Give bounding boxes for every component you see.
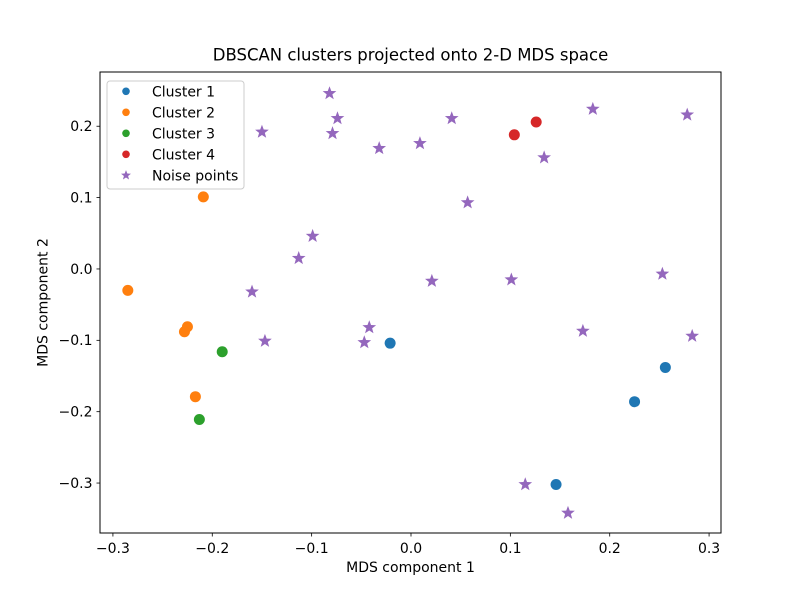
legend-box — [106, 80, 245, 190]
noise-points-point — [305, 228, 320, 242]
cluster-1-point — [384, 337, 396, 349]
legend-label-cluster-2: Cluster 2 — [152, 105, 215, 121]
legend-marker-cluster-4 — [122, 150, 130, 159]
noise-points-point — [537, 150, 551, 164]
noise-points-point — [258, 333, 272, 347]
x-tick-label: −0.3 — [96, 541, 130, 557]
cluster-2-point — [189, 391, 201, 403]
cluster-4-point — [530, 116, 542, 128]
noise-points-point — [357, 335, 372, 349]
cluster-3-point — [216, 346, 228, 358]
noise-points-point — [245, 284, 259, 298]
legend-marker-cluster-3 — [122, 129, 130, 138]
y-tick-label: −0.3 — [59, 476, 93, 492]
noise-points-point — [680, 107, 695, 121]
noise-points-point — [576, 323, 590, 337]
noise-points-point — [655, 266, 670, 280]
cluster-1-point — [659, 361, 671, 373]
legend-marker-noise-points — [121, 170, 131, 180]
legend-label-noise-points: Noise points — [152, 168, 238, 184]
x-tick-label: 0.1 — [499, 541, 521, 557]
noise-points-point — [255, 124, 269, 138]
legend-label-cluster-1: Cluster 1 — [152, 84, 215, 100]
noise-points-point — [325, 126, 340, 140]
x-tick-label: 0.2 — [599, 541, 621, 557]
cluster-1-point — [550, 478, 562, 490]
noise-points-point — [518, 477, 533, 491]
y-tick-label: 0.1 — [70, 190, 92, 206]
x-tick-label: −0.1 — [295, 541, 329, 557]
axes-layer: −0.3 −0.2 −0.1 0.0 0.1 0.2 0.3 0.2 0.1 0.0 −0.1 −0.… — [59, 71, 722, 557]
x-tick-label: 0.0 — [400, 541, 422, 557]
cluster-3-point — [193, 414, 205, 426]
chart-title: DBSCAN clusters projected onto 2-D MDS s… — [213, 46, 609, 65]
noise-points-point — [413, 136, 427, 150]
cluster-4-point — [508, 129, 520, 141]
axes-spines — [99, 71, 722, 534]
noise-points-point — [444, 111, 459, 125]
cluster-2-point — [178, 326, 190, 338]
y-tick-label: 0.2 — [70, 119, 92, 135]
points-layer — [122, 86, 700, 519]
y-tick-label: −0.2 — [59, 404, 93, 420]
x-tick-label: −0.2 — [195, 541, 229, 557]
noise-points-point — [291, 251, 306, 265]
cluster-1-point — [629, 396, 641, 408]
y-axis-label: MDS component 2 — [36, 238, 52, 367]
cluster-2-point — [197, 191, 209, 203]
noise-points-point — [372, 141, 387, 155]
x-tick-label: 0.3 — [698, 541, 720, 557]
legend: Cluster 1 Cluster 2 Cluster 3 Cluster 4 Nois… — [106, 80, 245, 190]
cluster-2-point — [122, 284, 134, 296]
noise-points-point — [585, 101, 600, 115]
noise-points-point — [685, 328, 700, 342]
noise-points-point — [460, 195, 475, 209]
noise-points-point — [322, 86, 337, 100]
y-tick-label: 0.0 — [70, 262, 92, 278]
x-axis-label: MDS component 1 — [346, 560, 475, 576]
legend-marker-cluster-2 — [122, 108, 130, 117]
noise-points-point — [362, 320, 377, 334]
noise-points-point — [561, 505, 575, 519]
noise-points-point — [504, 272, 519, 286]
noise-points-point — [425, 273, 439, 287]
legend-label-cluster-3: Cluster 3 — [152, 126, 215, 142]
y-tick-label: −0.1 — [59, 333, 93, 349]
noise-points-point — [330, 111, 345, 125]
legend-label-cluster-4: Cluster 4 — [152, 147, 215, 163]
legend-marker-cluster-1 — [122, 87, 130, 96]
